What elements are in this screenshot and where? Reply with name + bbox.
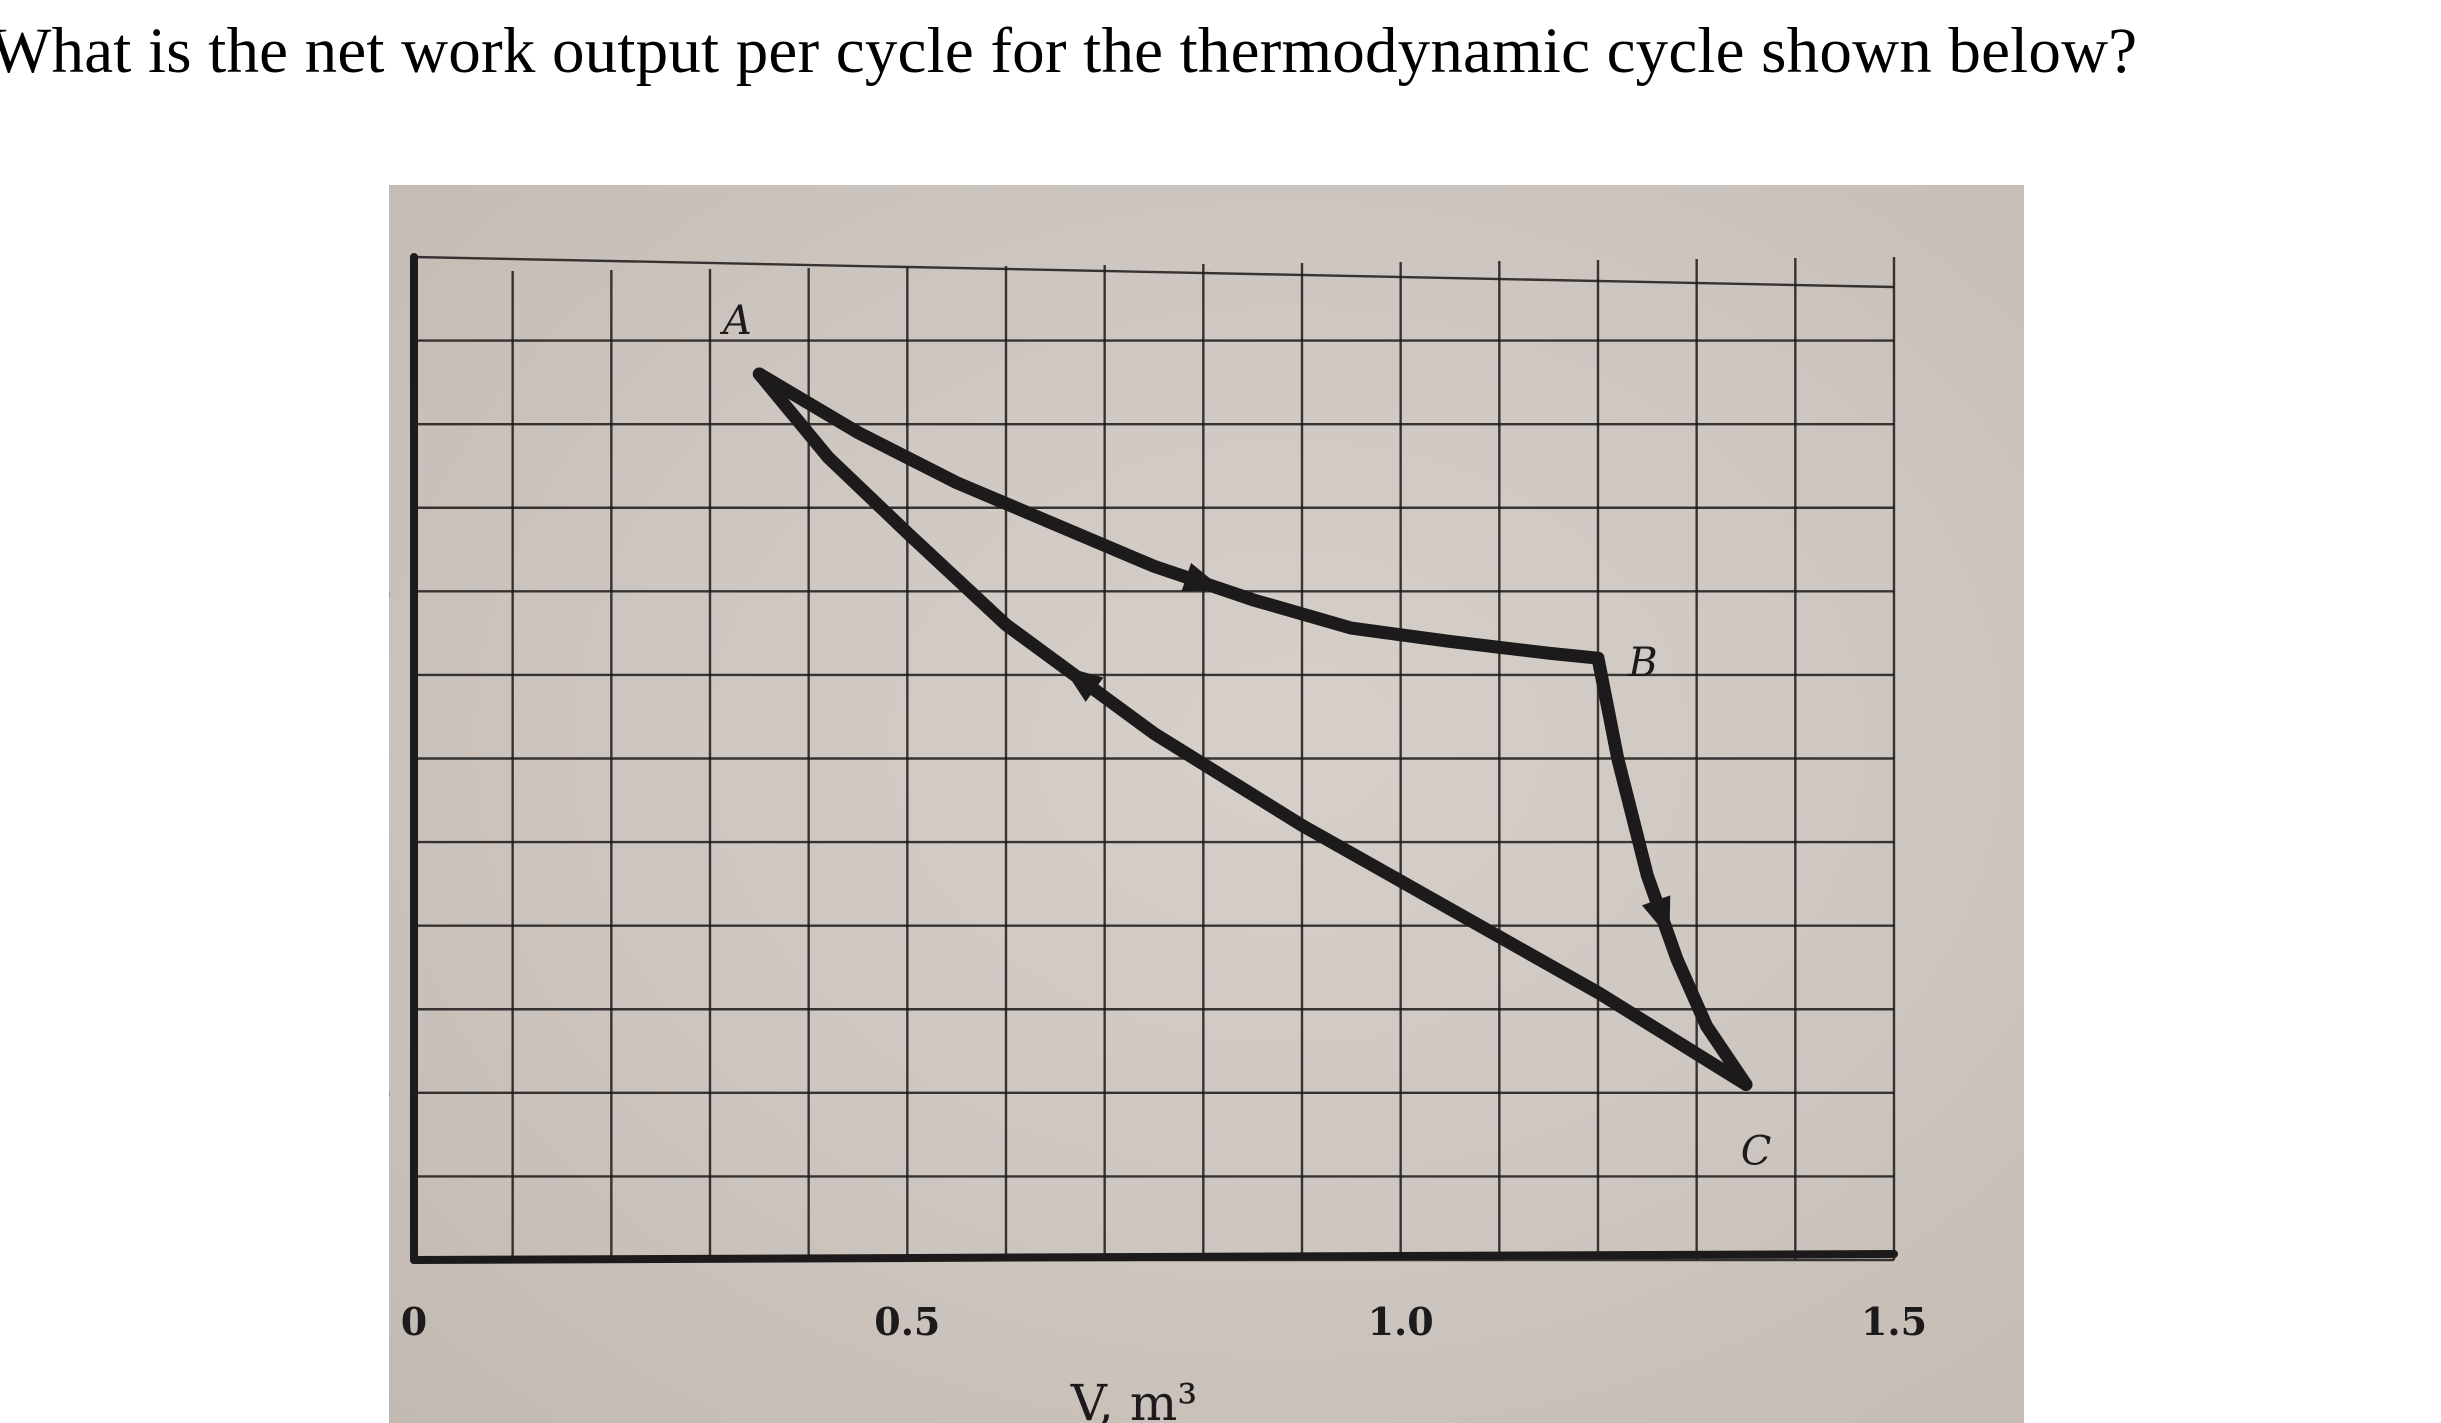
- y-tick-label: 1: [389, 1080, 395, 1105]
- point-label-A: A: [719, 298, 752, 344]
- point-label-B: B: [1627, 640, 1657, 686]
- axis-titles: V, m³p, 105 Pa: [1070, 1374, 1198, 1423]
- y-tick-label: 2: [389, 913, 395, 938]
- tick-labels: 0 1 2 3 4 5 6 0 0.5 1.0 1.5: [389, 244, 1927, 1344]
- grid-lines: [412, 255, 1896, 1262]
- textbook-figure-photo: 0 1 2 3 4 5 6 0 0.5 1.0 1.5 A B C V, m³p, 105 Pa: [389, 185, 2024, 1423]
- y-tick-label: 3: [389, 746, 395, 771]
- y-tick-label: 0: [389, 1247, 395, 1272]
- direction-arrows: [1062, 562, 1671, 939]
- question-text: What is the net work output per cycle fo…: [0, 15, 2138, 87]
- pv-diagram-chart: 0 1 2 3 4 5 6 0 0.5 1.0 1.5 A B C V, m³p, 105 Pa: [389, 244, 1927, 1423]
- cycle-path-BC: [1591, 651, 1753, 1091]
- state-point-labels: A B C: [719, 298, 1771, 1174]
- arrow-BC: [1641, 895, 1671, 939]
- x-tick-label: 0.5: [874, 1299, 940, 1344]
- y-tick-label: 4: [389, 579, 395, 604]
- axes: [410, 253, 1898, 1264]
- arrow-AB: [1181, 562, 1225, 592]
- grid-line-horizontal: [413, 255, 1895, 289]
- x-tick-label: 0: [401, 1299, 427, 1344]
- cycle-path-CA: [752, 367, 1753, 1091]
- arrow-CA: [1062, 666, 1104, 702]
- y-tick-label: 6: [389, 244, 395, 269]
- y-tick-label: 5: [389, 412, 395, 437]
- x-axis-title: V, m³: [1070, 1374, 1198, 1423]
- x-axis-line: [410, 1250, 1898, 1264]
- point-label-C: C: [1741, 1128, 1772, 1174]
- x-tick-label: 1.0: [1368, 1299, 1434, 1344]
- x-tick-label: 1.5: [1861, 1299, 1927, 1344]
